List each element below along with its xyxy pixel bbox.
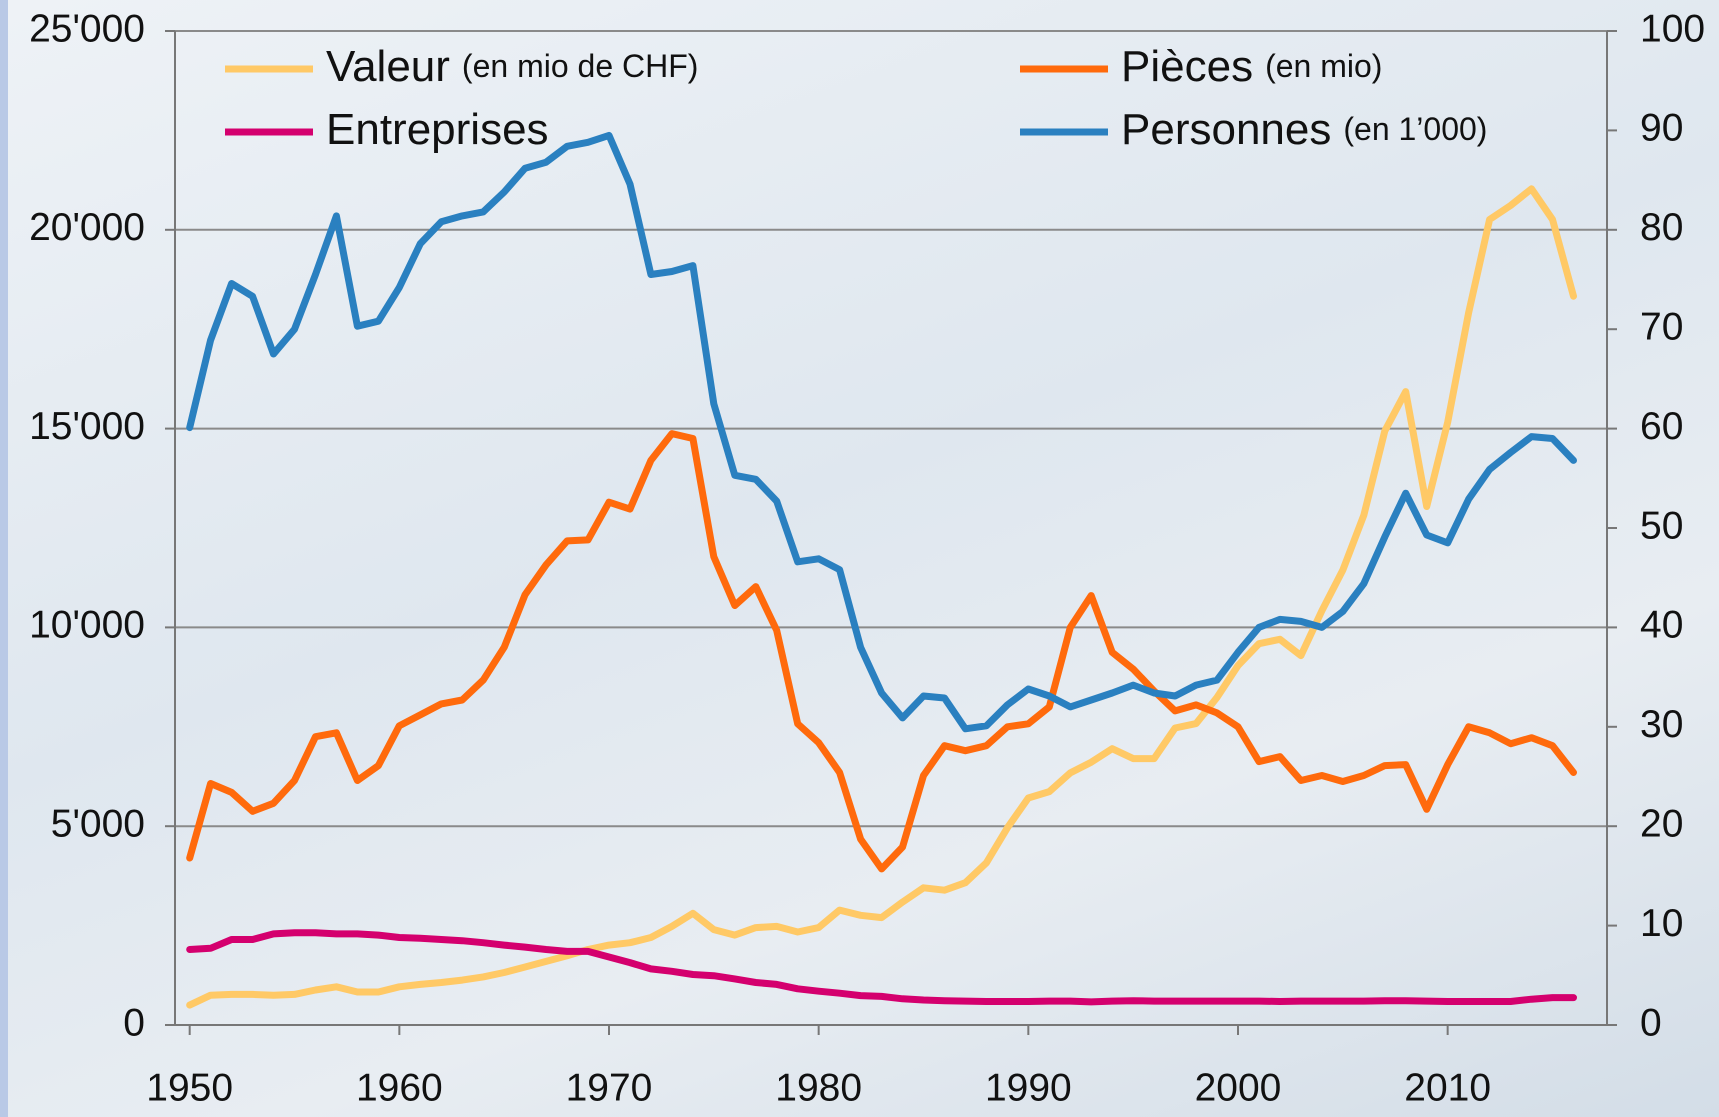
y2-tick-label: 60 — [1640, 405, 1683, 448]
legend-name: Personnes — [1121, 105, 1331, 154]
y-tick-label: 0 — [123, 1001, 145, 1044]
edge-stripe — [0, 0, 8, 1117]
legend-name: Valeur — [326, 42, 450, 91]
y-tick-label: 15'000 — [29, 405, 145, 448]
x-tick-label: 1950 — [146, 1066, 233, 1109]
legend-entry: Valeur (en mio de CHF) — [326, 42, 698, 91]
y2-tick-label: 40 — [1640, 604, 1683, 647]
x-tick-label: 1980 — [775, 1066, 862, 1109]
y-tick-label: 20'000 — [29, 206, 145, 249]
legend-name: Pièces — [1121, 42, 1253, 91]
series-line — [190, 135, 1574, 728]
legend-unit: (en mio de CHF) — [462, 48, 699, 84]
y-tick-label: 10'000 — [29, 604, 145, 647]
legend-unit: (en mio) — [1265, 48, 1382, 84]
legend-unit: (en 1’000) — [1343, 111, 1487, 147]
x-tick-label: 2000 — [1195, 1066, 1282, 1109]
y2-tick-label: 30 — [1640, 703, 1683, 746]
y2-tick-label: 90 — [1640, 107, 1683, 150]
y2-tick-label: 0 — [1640, 1001, 1662, 1044]
x-tick-label: 1990 — [985, 1066, 1072, 1109]
y2-tick-label: 10 — [1640, 902, 1683, 945]
x-tick-label: 1970 — [566, 1066, 653, 1109]
y2-tick-label: 70 — [1640, 305, 1683, 348]
y2-tick-label: 50 — [1640, 504, 1683, 547]
y2-tick-label: 100 — [1640, 7, 1705, 50]
x-tick-label: 2010 — [1404, 1066, 1491, 1109]
y2-tick-label: 80 — [1640, 206, 1683, 249]
series-line — [190, 933, 1574, 1002]
y-tick-label: 5'000 — [51, 802, 145, 845]
x-tick-label: 1960 — [356, 1066, 443, 1109]
legend-entry: Pièces (en mio) — [1121, 42, 1382, 91]
chart: 0 5'000 10'000 15'000 20'000 25'000 0 10 20 30 40 5… — [0, 0, 1719, 1117]
legend-entry: Personnes (en 1’000) — [1121, 105, 1487, 154]
y-tick-label: 25'000 — [29, 7, 145, 50]
page: 0 5'000 10'000 15'000 20'000 25'000 0 10 20 30 40 5… — [0, 0, 1719, 1117]
legend-name: Entreprises — [326, 105, 549, 154]
legend-entry: Entreprises — [326, 105, 549, 154]
series-line — [190, 189, 1574, 1005]
y2-tick-label: 20 — [1640, 802, 1683, 845]
